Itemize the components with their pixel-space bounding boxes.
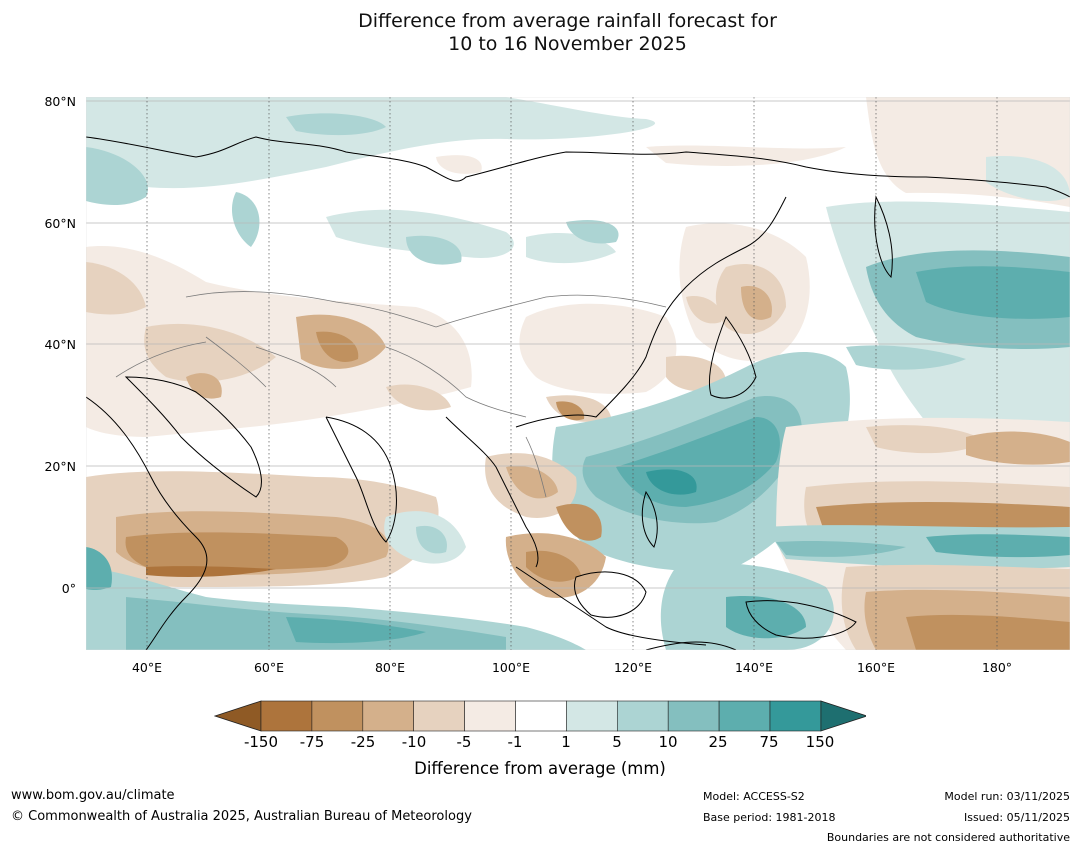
website-text: www.bom.gov.au/climate [11, 788, 175, 803]
map-title: Difference from average rainfall forecas… [0, 10, 1081, 56]
colorbar-tick-label: -5 [456, 733, 472, 751]
title-line-2: 10 to 16 November 2025 [448, 33, 687, 55]
colorbar-tick-label: 150 [805, 733, 835, 751]
graticule [86, 100, 1070, 589]
colorbar-segment [667, 700, 720, 732]
colorbar-extend-high [820, 700, 869, 732]
colorbar-tick-label: -25 [350, 733, 376, 751]
lon-label-80e: 80°E [374, 660, 406, 675]
colorbar-segment [616, 700, 669, 732]
lat-label-40n: 40°N [44, 337, 76, 352]
colorbar-segment [769, 700, 822, 732]
title-line-1: Difference from average rainfall forecas… [358, 10, 777, 32]
colorbar-segment [362, 700, 415, 732]
issued-text: Issued: 05/11/2025 [963, 811, 1070, 824]
anomaly-field-tropics [552, 352, 1070, 650]
colorbar-tick-label: 75 [759, 733, 779, 751]
colorbar [213, 700, 869, 732]
lon-label-120e: 120°E [613, 660, 652, 675]
model-text: Model: ACCESS-S2 [703, 790, 805, 803]
colorbar-tick-label: 5 [612, 733, 622, 751]
lat-label-80n: 80°N [44, 94, 76, 109]
anomaly-field-north [86, 97, 1070, 265]
lat-label-60n: 60°N [44, 216, 76, 231]
colorbar-extend-low [213, 700, 262, 732]
colorbar-segment [413, 700, 465, 732]
colorbar-segment [718, 700, 771, 732]
anomaly-field-dry-asia [86, 246, 472, 437]
copyright-text: © Commonwealth of Australia 2025, Austra… [11, 809, 472, 824]
lon-label-140e: 140°E [734, 660, 773, 675]
colorbar-tick-label: 25 [708, 733, 728, 751]
lon-label-60e: 60°E [253, 660, 285, 675]
colorbar-segment [515, 700, 567, 732]
colorbar-tick-label: -10 [401, 733, 427, 751]
lon-label-40e: 40°E [131, 660, 163, 675]
anomaly-field-indian-ocean [86, 453, 606, 650]
colorbar-segment [566, 700, 618, 732]
lat-label-20n: 20°N [44, 459, 76, 474]
colorbar-tick-label: 1 [561, 733, 571, 751]
lon-label-100e: 100°E [491, 660, 530, 675]
colorbar-segment [464, 700, 516, 732]
lon-label-160e: 160°E [856, 660, 895, 675]
colorbar-svg [213, 700, 869, 732]
colorbar-segment [311, 700, 364, 732]
rainfall-anomaly-map [85, 96, 1071, 651]
anomaly-field-pacific-north [826, 201, 1070, 439]
map-canvas [85, 96, 1071, 651]
colorbar-tick-label: -150 [243, 733, 279, 751]
colorbar-tick-label: 10 [658, 733, 678, 751]
base-period-text: Base period: 1981-2018 [703, 811, 836, 824]
lon-label-180: 180° [981, 660, 1013, 675]
colorbar-tick-label: -1 [507, 733, 523, 751]
model-run-text: Model run: 03/11/2025 [944, 790, 1070, 803]
disclaimer-text: Boundaries are not considered authoritat… [826, 831, 1070, 844]
colorbar-title: Difference from average (mm) [414, 759, 666, 778]
colorbar-segment [260, 700, 313, 732]
graticule-meridians [146, 97, 998, 650]
country-borders [115, 291, 667, 498]
coastlines [86, 136, 1070, 650]
lat-label-0: 0° [61, 581, 76, 596]
colorbar-tick-label: -75 [299, 733, 325, 751]
